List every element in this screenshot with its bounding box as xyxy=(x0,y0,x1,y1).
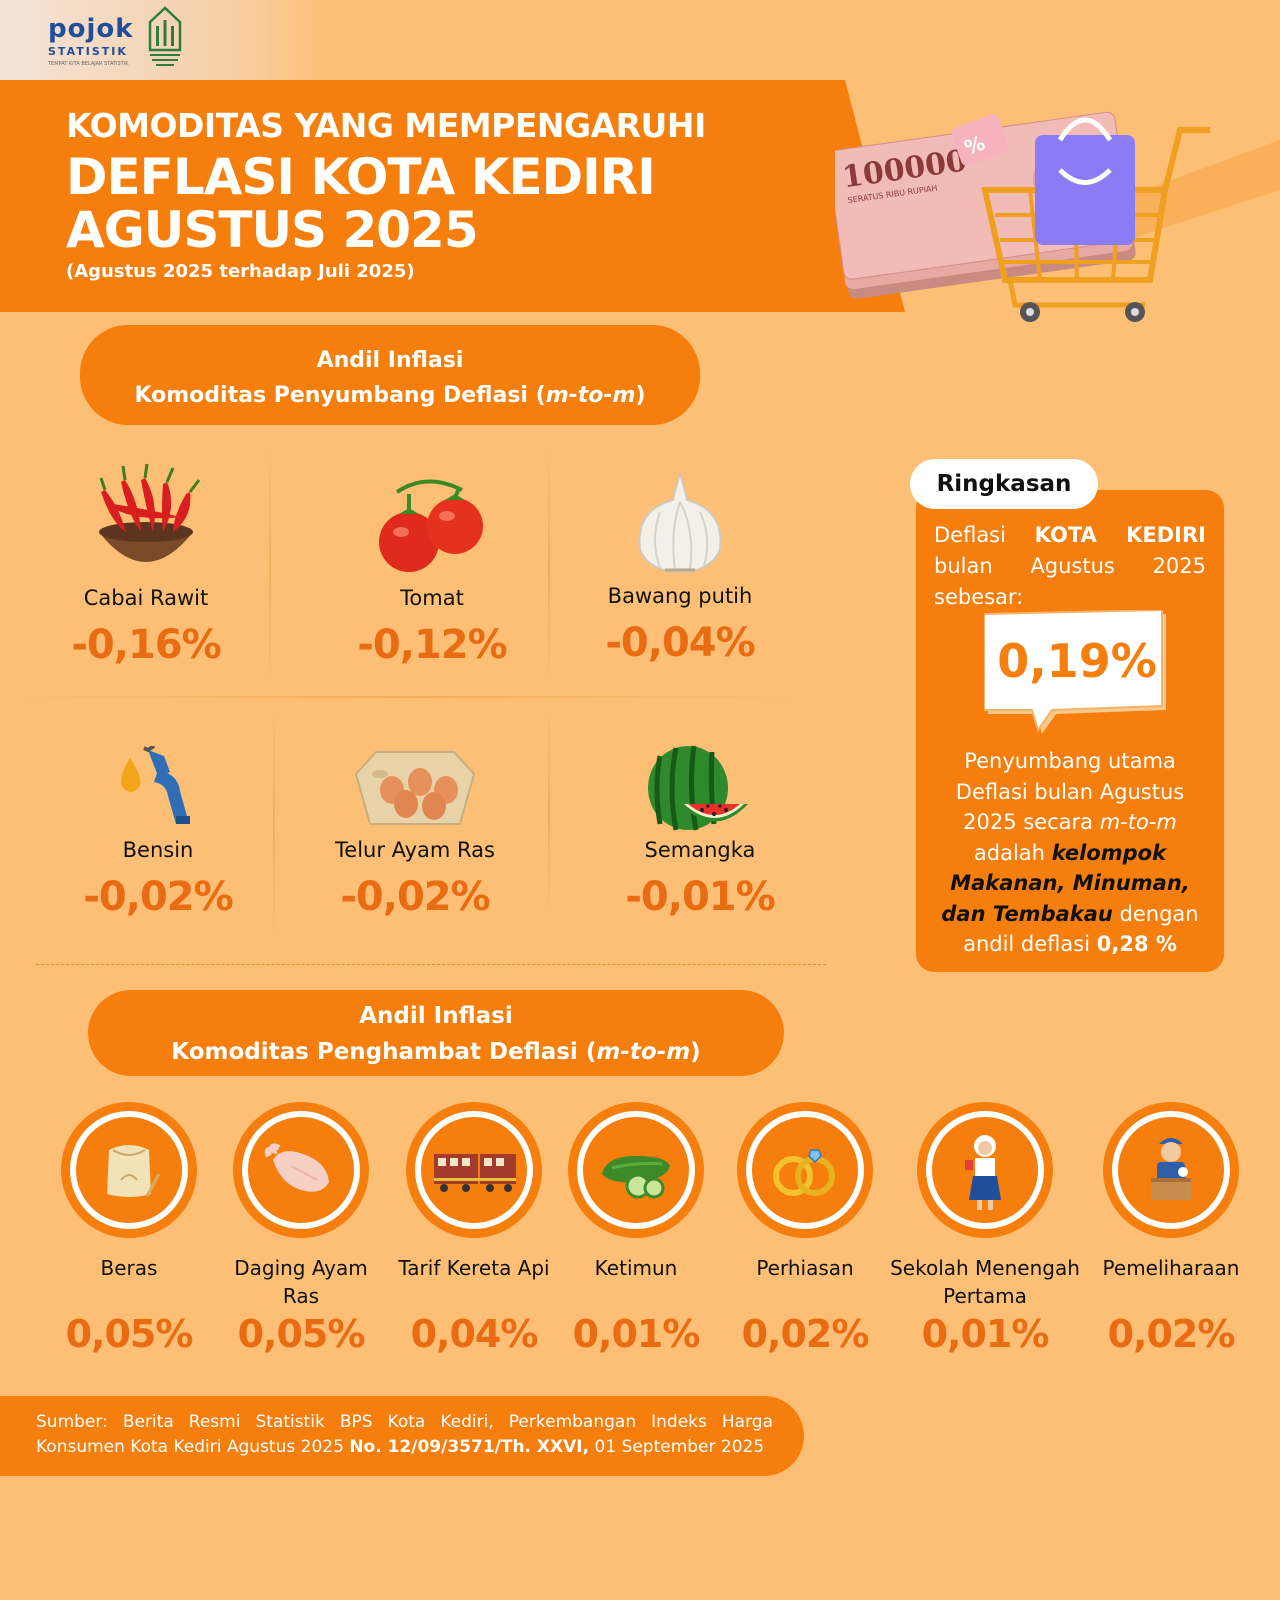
item-label: Telur Ayam Ras xyxy=(335,838,495,862)
logo-tagline: TEMPAT KITA BELAJAR STATISTIK xyxy=(48,61,129,67)
logo-area: pojok STATISTIK TEMPAT KITA BELAJAR STAT… xyxy=(0,0,330,80)
bps-emblem-icon xyxy=(148,6,182,66)
item-value: -0,12% xyxy=(357,622,507,668)
item-label: Semangka xyxy=(644,838,756,862)
item-value: -0,01% xyxy=(625,874,775,920)
inhibitor-item-ketimun: Ketimun 0,01% xyxy=(552,1100,720,1356)
item-value: 0,02% xyxy=(1107,1312,1236,1356)
deflation-item-tomat: Tomat -0,12% xyxy=(312,462,552,668)
inhibitor-item-beras: Beras 0,05% xyxy=(45,1100,213,1356)
item-value: 0,02% xyxy=(741,1312,870,1356)
item-value: 0,01% xyxy=(921,1312,1050,1356)
summary-intro-line3: sebesar: xyxy=(934,585,1024,609)
inhibitor-item-pemeliharaan: Pemeliharaan 0,02% xyxy=(1088,1100,1254,1356)
cucumber-icon xyxy=(568,1102,704,1238)
summary-deflation-value: 0,19% xyxy=(997,634,1157,688)
egg-tray-icon xyxy=(354,751,476,825)
section-divider xyxy=(36,964,826,965)
title-line-1: KOMODITAS YANG MEMPENGARUHI xyxy=(66,106,706,145)
item-value: -0,02% xyxy=(340,874,490,920)
inhibitor-heading-line1: Andil Inflasi xyxy=(359,1003,513,1029)
shopping-cart-money-illustration: 100000 SERATUS RIBU RUPIAH % xyxy=(835,111,1280,322)
deflation-heading: Andil Inflasi Komoditas Penyumbang Defla… xyxy=(80,325,700,425)
source-footer: Sumber: Berita Resmi Statistik BPS Kota … xyxy=(0,1396,804,1476)
deflation-item-semangka: Semangka -0,01% xyxy=(580,744,820,920)
title-subtitle: (Agustus 2025 terhadap Juli 2025) xyxy=(66,261,415,282)
grid-divider xyxy=(548,706,550,916)
item-label: Perhiasan xyxy=(756,1256,854,1280)
source-line1: Sumber: Berita Resmi Statistik BPS Kota … xyxy=(36,1412,773,1432)
chicken-meat-icon xyxy=(233,1102,369,1238)
logo-brand: pojok xyxy=(48,14,134,44)
maintenance-worker-icon xyxy=(1103,1102,1239,1238)
item-label: Ketimun xyxy=(594,1256,678,1280)
grid-divider xyxy=(548,448,550,688)
item-label: Pemeliharaan xyxy=(1102,1256,1240,1280)
train-icon xyxy=(406,1102,542,1238)
fuel-nozzle-icon xyxy=(121,746,190,824)
grid-divider xyxy=(273,706,275,942)
grid-divider xyxy=(10,696,800,698)
item-label: Daging Ayam Ras xyxy=(234,1256,368,1308)
item-label: Tomat xyxy=(400,586,464,610)
watermelon-icon xyxy=(648,745,748,831)
tomato-icon xyxy=(379,479,483,572)
item-value: -0,04% xyxy=(605,620,755,666)
inhibitor-heading-line2: Komoditas Penghambat Deflasi (m-to-m) xyxy=(171,1039,701,1065)
rice-sack-icon xyxy=(61,1102,197,1238)
rings-icon xyxy=(737,1102,873,1238)
inhibitor-item-sekolah-menengah-pertama: Sekolah Menengah Pertama 0,01% xyxy=(890,1100,1080,1356)
header-banner xyxy=(0,80,905,312)
speech-bubble-icon xyxy=(984,610,1166,734)
item-value: 0,01% xyxy=(572,1312,701,1356)
inhibitor-heading: Andil Inflasi Komoditas Penghambat Defla… xyxy=(88,990,784,1076)
item-label: Tarif Kereta Api xyxy=(398,1256,550,1280)
item-label: Bawang putih xyxy=(607,584,753,608)
deflation-item-cabai-rawit: Cabai Rawit -0,16% xyxy=(26,462,266,668)
item-label: Bensin xyxy=(122,838,194,862)
discount-tag-icon: % xyxy=(951,114,1009,166)
inhibitor-item-daging-ayam-ras: Daging Ayam Ras 0,05% xyxy=(217,1100,385,1356)
deflation-item-telur-ayam-ras: Telur Ayam Ras -0,02% xyxy=(295,744,535,920)
garlic-icon xyxy=(638,470,722,574)
summary-intro-line1: Deflasi KOTA KEDIRI xyxy=(934,523,1206,547)
deflation-heading-line1: Andil Inflasi xyxy=(316,348,464,373)
chili-icon xyxy=(99,463,201,562)
title-line-3: AGUSTUS 2025 xyxy=(66,201,479,259)
summary-tab: Ringkasan xyxy=(910,459,1098,509)
inhibitor-item-perhiasan: Perhiasan 0,02% xyxy=(721,1100,889,1356)
item-value: -0,02% xyxy=(83,874,233,920)
deflation-item-bawang-putih: Bawang putih -0,04% xyxy=(560,470,800,666)
item-label: Beras xyxy=(100,1256,158,1280)
item-value: -0,16% xyxy=(71,622,221,668)
deflation-item-bensin: Bensin -0,02% xyxy=(38,746,278,920)
item-value: 0,04% xyxy=(410,1312,539,1356)
summary-description: Penyumbang utama Deflasi bulan Agustus 2… xyxy=(941,749,1199,956)
item-label: Sekolah Menengah Pertama xyxy=(890,1256,1080,1308)
student-icon xyxy=(917,1102,1053,1238)
grid-divider xyxy=(269,448,271,688)
summary-intro-line2: bulan Agustus 2025 xyxy=(934,554,1206,578)
source-line2: Konsumen Kota Kediri Agustus 2025 No. 12… xyxy=(36,1437,765,1457)
inhibitor-item-tarif-kereta-api: Tarif Kereta Api 0,04% xyxy=(390,1100,558,1356)
title-line-2: DEFLASI KOTA KEDIRI xyxy=(66,148,656,206)
summary-box xyxy=(916,490,1224,972)
item-label: Cabai Rawit xyxy=(83,586,209,610)
item-value: 0,05% xyxy=(237,1312,366,1356)
item-value: 0,05% xyxy=(65,1312,194,1356)
deflation-heading-line2: Komoditas Penyumbang Deflasi (m-to-m) xyxy=(134,383,646,408)
logo-subtitle: STATISTIK xyxy=(48,45,128,58)
